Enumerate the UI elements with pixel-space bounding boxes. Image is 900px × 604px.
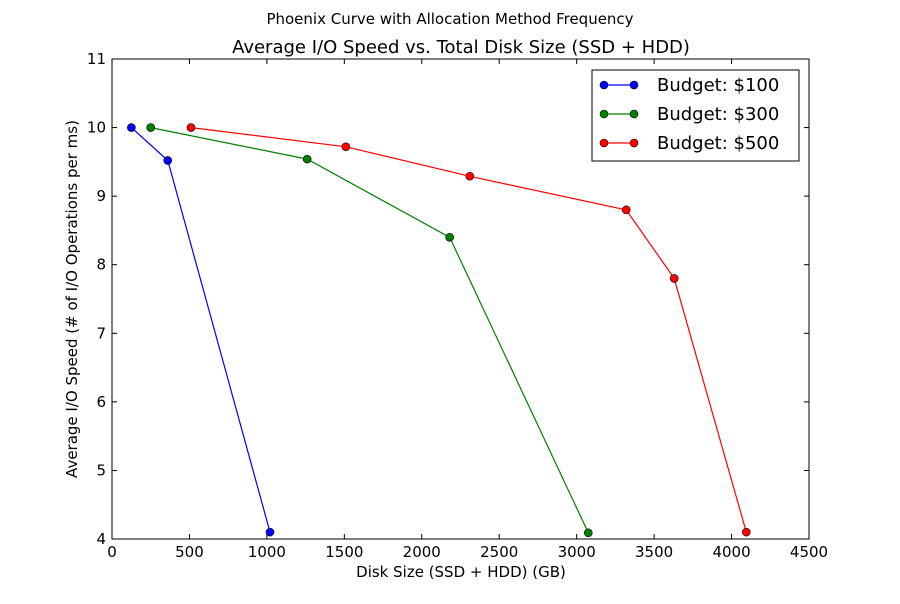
y-axis-label: Average I/O Speed (# of I/O Operations p… — [63, 120, 81, 478]
x-tick-label-4: 2000 — [403, 543, 441, 561]
y-tick-label-2: 6 — [96, 393, 106, 411]
x-tick-label-3: 1500 — [325, 543, 363, 561]
y-tick-label-6: 10 — [87, 119, 106, 137]
x-axis-label: Disk Size (SSD + HDD) (GB) — [356, 563, 566, 581]
x-tick-label-8: 4000 — [712, 543, 750, 561]
legend-label-2: Budget: $500 — [657, 133, 779, 154]
series-line-1 — [150, 127, 589, 534]
x-tick-label-1: 500 — [175, 543, 204, 561]
data-point-0-2 — [265, 527, 275, 537]
legend-marker-left-0 — [599, 80, 609, 90]
y-tick-label-3: 7 — [96, 324, 106, 342]
x-tick-label-6: 3000 — [558, 543, 596, 561]
data-point-1-3 — [583, 528, 593, 538]
data-point-2-2 — [465, 171, 475, 181]
legend-label-0: Budget: $100 — [657, 75, 779, 96]
data-point-2-3 — [621, 205, 631, 215]
x-tick-label-9: 4500 — [790, 543, 828, 561]
series-line-0 — [130, 127, 271, 533]
y-tick-label-4: 8 — [96, 256, 106, 274]
x-tick-label-7: 3500 — [635, 543, 673, 561]
legend-marker-right-1 — [629, 109, 639, 119]
chart-suptitle: Phoenix Curve with Allocation Method Fre… — [266, 10, 633, 28]
legend-marker-left-2 — [599, 138, 609, 148]
y-tick-label-5: 9 — [96, 187, 106, 205]
data-point-2-0 — [186, 123, 196, 132]
data-point-2-1 — [341, 142, 351, 152]
data-point-2-5 — [741, 527, 751, 537]
series-line-2 — [190, 127, 747, 533]
data-point-1-1 — [302, 154, 312, 164]
chart-title: Average I/O Speed vs. Total Disk Size (S… — [232, 37, 690, 58]
legend-marker-right-0 — [629, 80, 639, 90]
data-point-1-0 — [146, 123, 156, 132]
y-tick-label-1: 5 — [96, 461, 106, 479]
x-tick-label-0: 0 — [107, 543, 117, 561]
y-tick-label-7: 11 — [87, 50, 106, 68]
x-tick-label-5: 2500 — [480, 543, 518, 561]
legend-label-1: Budget: $300 — [657, 104, 779, 125]
data-point-2-4 — [669, 274, 679, 283]
legend-marker-left-1 — [599, 109, 609, 119]
y-tick-label-0: 4 — [96, 530, 106, 548]
plot-area: 0 500 1000 1500 2000 2500 3000 3500 4000 4500 4 5 6 7… — [87, 50, 828, 561]
legend: Budget: $100 Budget: $300 Budget: $500 — [591, 69, 800, 162]
data-point-1-2 — [445, 232, 454, 242]
legend-marker-right-2 — [629, 138, 639, 148]
data-point-0-0 — [127, 123, 136, 132]
plot-frame — [111, 58, 810, 540]
x-tick-label-2: 1000 — [248, 543, 286, 561]
data-point-0-1 — [163, 156, 173, 165]
